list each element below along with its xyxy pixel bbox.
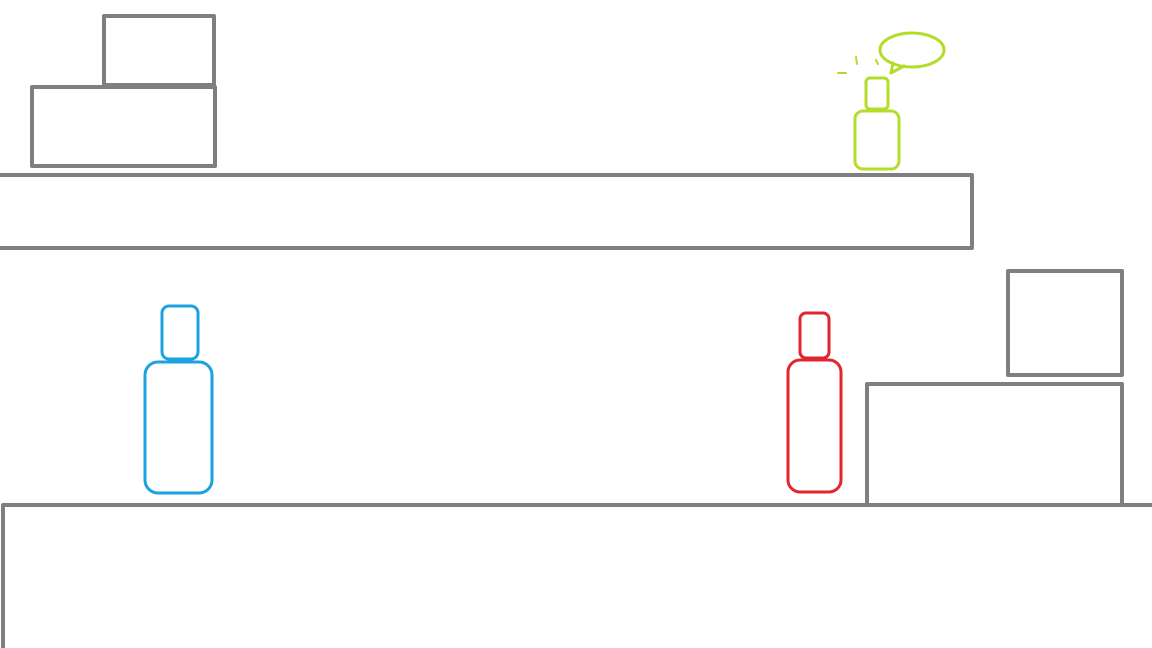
red-bottle [786, 311, 843, 494]
floor [1, 503, 1152, 648]
green-bottle-neck [864, 76, 890, 111]
speech-bubble-outline [878, 31, 946, 69]
speech-bubble-tail [889, 61, 906, 75]
red-bottle-body [786, 358, 843, 494]
green-bottle-body [853, 109, 901, 171]
blue-bottle-neck [160, 304, 200, 361]
sparkle-marks [837, 56, 879, 74]
top-left-large-box [30, 85, 217, 168]
red-bottle-neck [798, 311, 831, 360]
speech-bubble [878, 31, 946, 75]
top-left-small-box [102, 14, 216, 87]
blue-bottle-body [143, 360, 214, 495]
right-small-box [1006, 269, 1124, 377]
blue-bottle [143, 304, 214, 495]
upper-shelf [0, 173, 974, 250]
green-bottle [853, 76, 901, 171]
right-large-box [865, 382, 1124, 507]
